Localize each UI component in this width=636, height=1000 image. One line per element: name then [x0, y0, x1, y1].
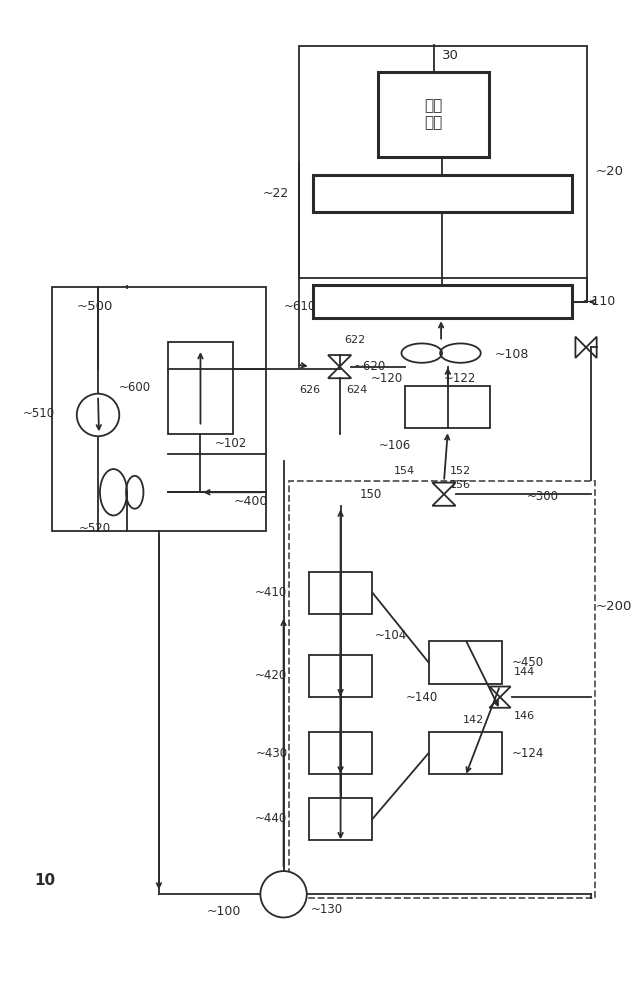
Text: 燃料
电池: 燃料 电池 — [425, 98, 443, 131]
Text: 150: 150 — [360, 488, 382, 501]
Text: ~100: ~100 — [207, 905, 241, 918]
Text: ~610: ~610 — [284, 300, 316, 313]
Text: ~120: ~120 — [371, 372, 403, 385]
Bar — [168, 342, 233, 434]
Bar — [429, 641, 502, 684]
Text: ~110: ~110 — [581, 295, 616, 308]
Text: 624: 624 — [347, 385, 368, 395]
Text: ~430: ~430 — [255, 747, 287, 760]
Text: ~510: ~510 — [22, 407, 55, 420]
Bar — [378, 72, 490, 157]
Text: ~440: ~440 — [255, 812, 287, 825]
Text: ~200: ~200 — [596, 600, 632, 613]
Text: 154: 154 — [394, 466, 415, 476]
Bar — [308, 732, 373, 774]
Bar — [299, 46, 587, 278]
Circle shape — [77, 394, 120, 436]
Text: 142: 142 — [463, 715, 485, 725]
Text: 622: 622 — [345, 335, 366, 345]
Text: ~106: ~106 — [379, 439, 411, 452]
Bar — [312, 285, 572, 318]
Text: ~108: ~108 — [494, 348, 529, 361]
Text: ~124: ~124 — [511, 747, 544, 760]
Text: ~102: ~102 — [214, 437, 247, 450]
Text: ~20: ~20 — [596, 165, 624, 178]
Text: 626: 626 — [299, 385, 321, 395]
Text: ~122: ~122 — [444, 372, 476, 385]
Text: ~140: ~140 — [406, 691, 438, 704]
Text: ~600: ~600 — [119, 381, 151, 394]
Bar — [308, 572, 373, 614]
Text: ~450: ~450 — [511, 656, 544, 669]
Text: ~22: ~22 — [263, 187, 289, 200]
Bar — [308, 655, 373, 697]
Text: ~300: ~300 — [527, 490, 559, 503]
Text: 144: 144 — [513, 667, 535, 677]
Text: ~500: ~500 — [77, 300, 113, 313]
Text: ~420: ~420 — [255, 669, 287, 682]
Text: ~520: ~520 — [79, 522, 111, 535]
Text: 30: 30 — [442, 49, 459, 62]
Bar — [429, 732, 502, 774]
Text: 10: 10 — [34, 873, 55, 888]
Text: 156: 156 — [450, 480, 471, 490]
Bar — [405, 386, 490, 428]
Text: 152: 152 — [450, 466, 471, 476]
Bar — [289, 481, 595, 898]
Text: ~620: ~620 — [354, 360, 386, 373]
Text: ~410: ~410 — [255, 586, 287, 599]
Circle shape — [260, 871, 307, 917]
Bar — [308, 798, 373, 840]
Text: ~130: ~130 — [310, 903, 343, 916]
Text: ~400: ~400 — [234, 495, 268, 508]
Text: ~104: ~104 — [375, 629, 406, 642]
Text: 146: 146 — [513, 711, 535, 721]
Bar — [52, 287, 266, 531]
Bar — [312, 175, 572, 212]
